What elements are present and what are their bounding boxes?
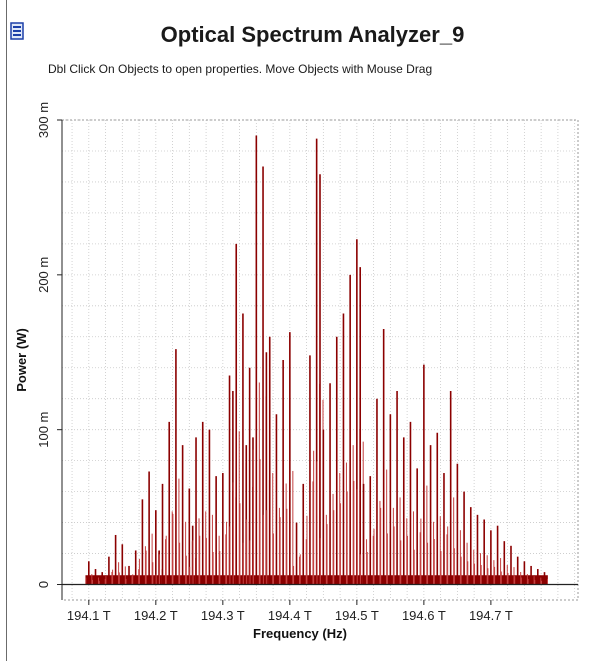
x-tick-label: 194.4 T	[268, 608, 312, 623]
y-tick-label: 100 m	[36, 412, 51, 448]
x-axis-label: Frequency (Hz)	[253, 626, 347, 641]
window-title: Optical Spectrum Analyzer_9	[160, 22, 465, 47]
y-tick-label: 0	[36, 581, 51, 588]
x-tick-label: 194.1 T	[67, 608, 111, 623]
window-frame	[0, 0, 7, 661]
y-axis-label: Power (W)	[14, 328, 29, 392]
y-tick-label: 200 m	[36, 257, 51, 293]
tick-labels: 194.1 T 194.2 T 194.3 T 194.4 T 194.5 T 194.6…	[36, 102, 513, 623]
y-tick-label: 300 m	[36, 102, 51, 138]
document-icon[interactable]	[10, 22, 24, 40]
x-tick-label: 194.2 T	[134, 608, 178, 623]
spectrum-trace	[85, 135, 548, 585]
x-tick-label: 194.6 T	[402, 608, 446, 623]
axes	[61, 120, 578, 600]
x-tick-label: 194.5 T	[335, 608, 379, 623]
x-tick-label: 194.3 T	[201, 608, 245, 623]
instruction-text: Dbl Click On Objects to open properties.…	[48, 62, 433, 76]
spectrum-chart[interactable]: 194.1 T 194.2 T 194.3 T 194.4 T 194.5 T 194.6…	[0, 100, 595, 661]
spectrum-plot[interactable]: 194.1 T 194.2 T 194.3 T 194.4 T 194.5 T 194.6…	[0, 100, 595, 661]
x-tick-label: 194.7 T	[469, 608, 513, 623]
